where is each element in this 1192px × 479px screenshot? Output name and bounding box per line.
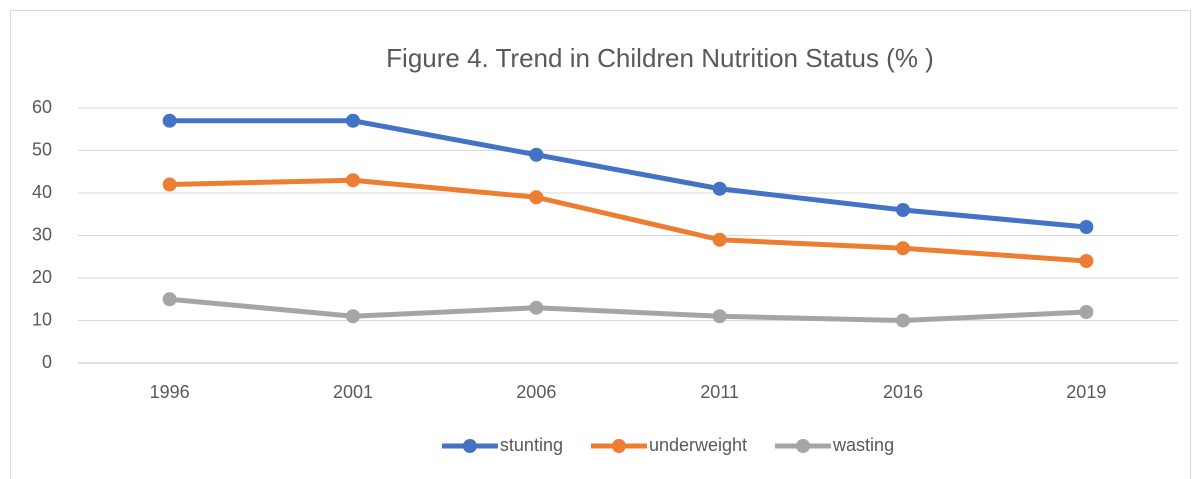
legend-item: underweight: [590, 435, 747, 455]
data-point: [896, 313, 910, 328]
x-tick-label: 2019: [1066, 382, 1106, 402]
legend-marker: [611, 439, 626, 453]
legend-item: stunting: [441, 435, 563, 455]
data-point: [346, 309, 360, 324]
legend-label: underweight: [649, 435, 747, 455]
legend-marker: [796, 439, 811, 453]
y-tick-label: 60: [32, 97, 52, 117]
x-tick-label: 2011: [700, 382, 739, 402]
y-tick-label: 0: [42, 352, 52, 372]
legend-item: wasting: [775, 435, 894, 455]
chart-title: Figure 4. Trend in Children Nutrition St…: [386, 43, 934, 73]
y-tick-label: 10: [32, 309, 52, 329]
y-tick-label: 50: [32, 139, 52, 159]
data-point: [896, 203, 910, 217]
x-tick-label: 2016: [883, 382, 923, 402]
data-point: [529, 300, 544, 315]
data-point: [346, 173, 360, 188]
data-point: [162, 292, 177, 307]
chart-border: [10, 10, 1191, 479]
y-tick-label: 20: [32, 267, 52, 287]
series-line: [169, 118, 1087, 230]
data-point: [529, 190, 544, 205]
data-point: [712, 309, 727, 324]
legend-label: stunting: [500, 435, 563, 455]
series-line: [169, 177, 1087, 264]
data-point: [896, 241, 910, 256]
data-point: [712, 181, 727, 196]
x-tick-label: 1996: [150, 382, 190, 402]
y-tick-label: 40: [32, 182, 52, 202]
data-point: [162, 177, 177, 192]
y-tick-label: 30: [32, 224, 52, 244]
legend-label: wasting: [832, 435, 894, 455]
data-point: [529, 147, 544, 162]
data-point: [346, 113, 360, 128]
data-point: [712, 232, 727, 247]
x-tick-label: 2001: [333, 382, 373, 402]
data-point: [1079, 254, 1094, 268]
data-point: [1079, 305, 1094, 319]
series-line: [169, 296, 1087, 323]
x-tick-label: 2006: [516, 382, 556, 402]
legend-marker: [462, 439, 477, 453]
data-point: [162, 113, 177, 128]
data-point: [1079, 220, 1094, 234]
